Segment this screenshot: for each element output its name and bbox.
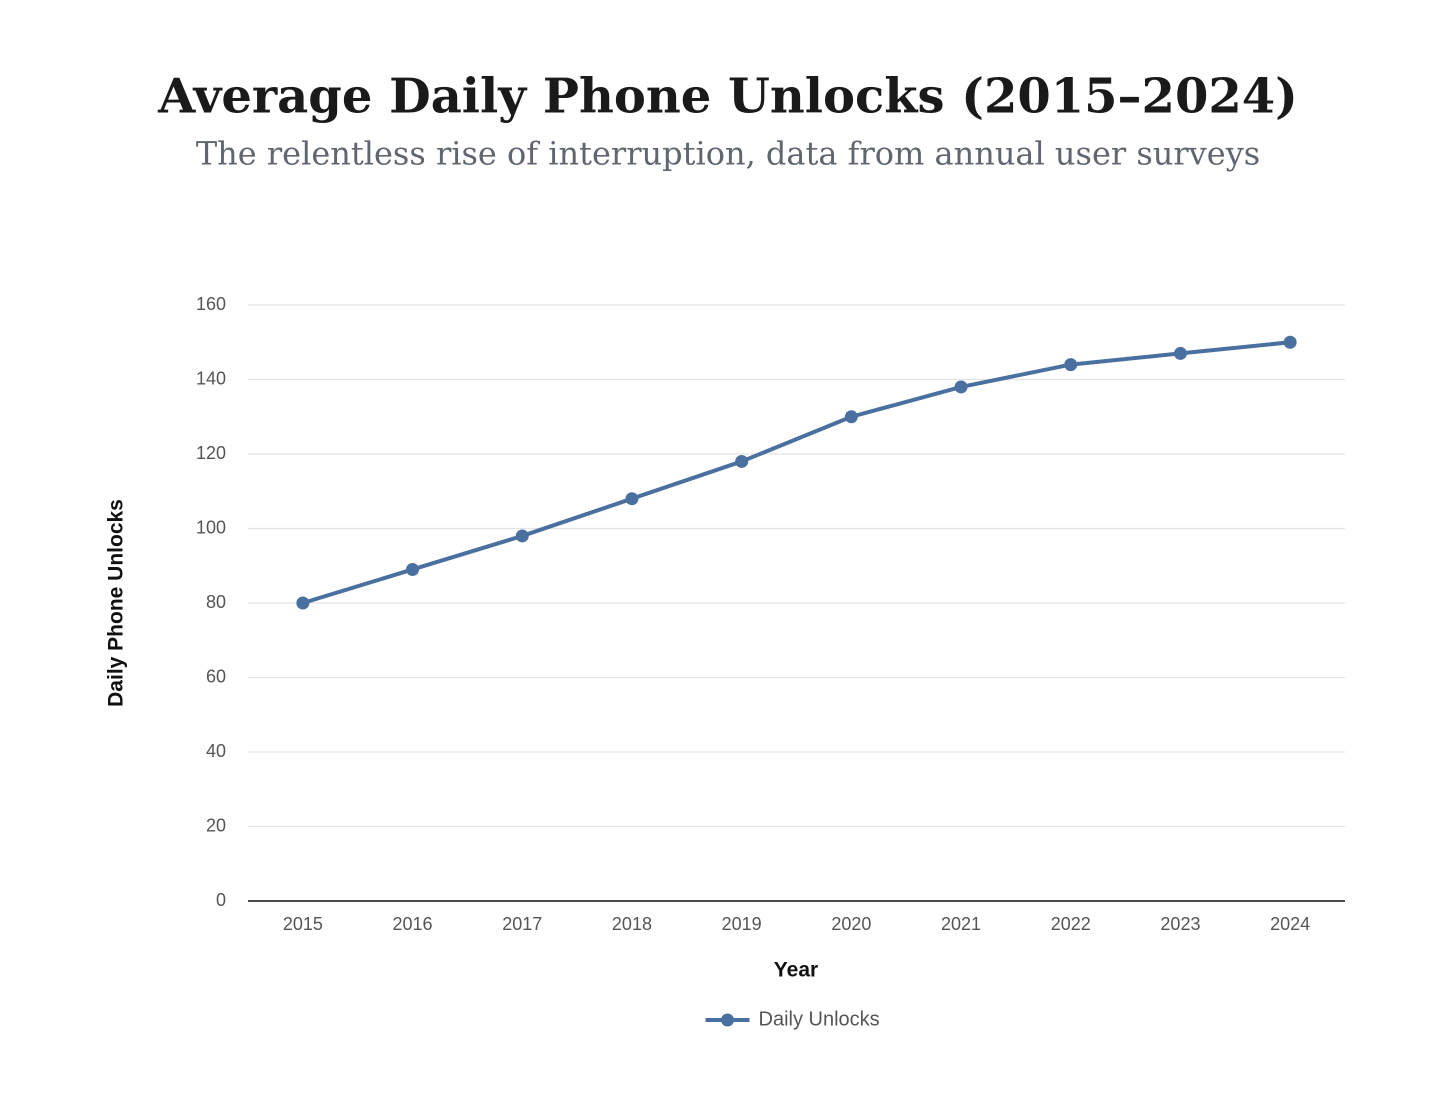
y-tick-label: 80: [206, 592, 226, 612]
y-tick-label: 60: [206, 666, 226, 686]
x-tick-label: 2022: [1051, 914, 1091, 934]
y-tick-label: 120: [196, 443, 226, 463]
y-axis-title: Daily Phone Unlocks: [105, 499, 128, 707]
data-point: [1064, 358, 1078, 372]
data-point: [296, 596, 310, 610]
y-tick-label: 0: [216, 890, 226, 910]
data-point: [844, 410, 858, 424]
data-point: [1173, 346, 1187, 360]
x-tick-label: 2024: [1270, 914, 1310, 934]
y-tick-label: 20: [206, 815, 226, 835]
data-point: [735, 454, 749, 468]
chart-title: Average Daily Phone Unlocks (2015–2024): [157, 69, 1298, 125]
x-tick-label: 2015: [283, 914, 323, 934]
x-tick-label: 2023: [1160, 914, 1200, 934]
x-tick-label: 2021: [941, 914, 981, 934]
chart-subtitle: The relentless rise of interruption, dat…: [196, 135, 1260, 173]
x-tick-label: 2019: [722, 914, 762, 934]
x-tick-label: 2020: [831, 914, 871, 934]
legend-swatch-point: [721, 1013, 734, 1027]
x-tick-label: 2018: [612, 914, 652, 934]
data-point: [625, 492, 639, 506]
x-tick-label: 2016: [393, 914, 433, 934]
data-point: [406, 562, 420, 576]
legend-label: Daily Unlocks: [759, 1008, 880, 1030]
y-tick-label: 100: [196, 517, 226, 537]
data-point: [1283, 335, 1297, 349]
y-tick-label: 160: [196, 294, 226, 314]
x-tick-label: 2017: [502, 914, 542, 934]
data-line: [302, 340, 1291, 605]
y-tick-label: 40: [206, 741, 226, 761]
y-tick-label: 140: [196, 368, 226, 388]
data-point: [954, 380, 968, 394]
x-axis-title: Year: [774, 959, 818, 982]
data-point: [515, 529, 529, 543]
